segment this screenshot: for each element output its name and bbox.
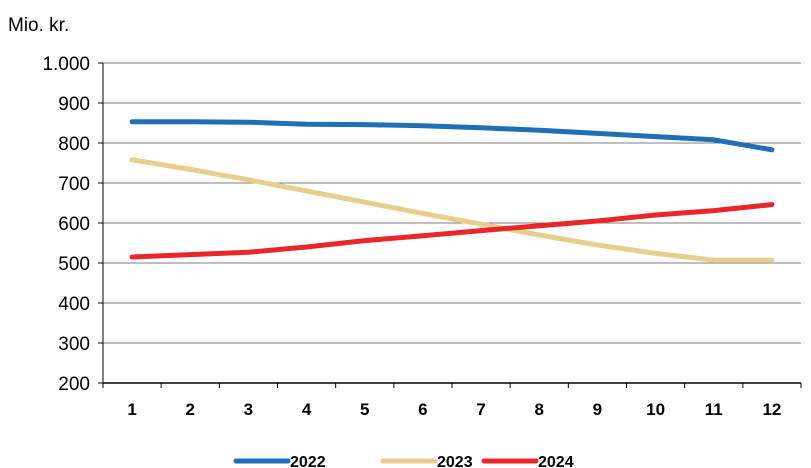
x-tick-label: 2	[186, 400, 195, 419]
y-tick-label: 400	[58, 294, 90, 315]
x-tick-label: 1	[127, 400, 136, 419]
legend-label-2024: 2024	[538, 454, 574, 468]
data-point-2024	[595, 219, 600, 224]
data-point-2022	[188, 119, 193, 124]
x-tick-label: 5	[360, 400, 369, 419]
x-tick-label: 8	[535, 400, 544, 419]
data-point-2022	[130, 119, 135, 124]
data-point-2023	[304, 189, 309, 194]
series-line-2024	[129, 202, 775, 260]
y-tick-labels: 200 300 400 500 600 700 800 900 1.000	[42, 54, 90, 395]
data-point-2022	[595, 131, 600, 136]
y-axis-label: Mio. kr.	[8, 15, 69, 36]
x-tick-labels: 1 2 3 4 5 6 7 8 9 10 11 12	[127, 400, 781, 419]
x-tick-label: 9	[593, 400, 602, 419]
x-tick-label: 11	[705, 400, 723, 419]
data-point-2022	[304, 122, 309, 127]
data-point-2022	[653, 134, 658, 139]
data-point-2023	[537, 233, 542, 238]
gridlines	[103, 62, 801, 344]
data-point-2024	[188, 252, 193, 257]
data-point-2024	[246, 250, 251, 255]
data-point-2022	[711, 137, 716, 142]
data-point-2023	[769, 258, 774, 263]
data-point-2024	[304, 245, 309, 250]
y-tick-label: 900	[58, 94, 90, 115]
x-tick-label: 12	[762, 400, 781, 419]
data-point-2022	[246, 120, 251, 125]
series-line-2022	[129, 119, 775, 153]
data-point-2022	[537, 128, 542, 133]
data-point-2022	[362, 122, 367, 127]
data-point-2023	[653, 251, 658, 256]
x-tick-label: 4	[302, 400, 312, 419]
series-line-2023	[129, 157, 775, 263]
axes	[98, 62, 802, 388]
y-tick-label: 800	[58, 134, 90, 155]
data-point-2024	[130, 255, 135, 260]
data-point-2024	[653, 213, 658, 218]
x-tick-label: 6	[418, 400, 427, 419]
y-tick-label: 500	[58, 254, 90, 275]
x-tick-label: 7	[476, 400, 485, 419]
data-point-2023	[595, 243, 600, 248]
data-point-2023	[188, 167, 193, 172]
y-tick-label: 200	[58, 374, 90, 395]
x-tick-label: 10	[646, 400, 665, 419]
data-point-2023	[479, 222, 484, 227]
data-point-2022	[479, 125, 484, 130]
legend-label-2023: 2023	[437, 454, 473, 468]
data-point-2022	[769, 147, 774, 152]
data-point-2023	[711, 258, 716, 263]
data-point-2024	[420, 233, 425, 238]
y-tick-label: 1.000	[42, 54, 90, 75]
x-tick-label: 3	[244, 400, 253, 419]
data-point-2023	[420, 211, 425, 216]
data-point-2024	[537, 223, 542, 228]
y-tick-label: 700	[58, 174, 90, 195]
data-point-2024	[769, 202, 774, 207]
y-tick-label: 600	[58, 214, 90, 235]
legend-label-2022: 2022	[290, 454, 326, 468]
y-tick-label: 300	[58, 334, 90, 355]
data-point-2022	[420, 123, 425, 128]
data-point-2024	[362, 238, 367, 243]
data-point-2023	[130, 157, 135, 162]
data-point-2024	[711, 208, 716, 213]
data-point-2023	[246, 177, 251, 182]
series-lines	[129, 119, 775, 263]
data-point-2024	[479, 228, 484, 233]
data-point-2023	[362, 200, 367, 205]
legend: 2022 2023 2024	[233, 454, 574, 468]
